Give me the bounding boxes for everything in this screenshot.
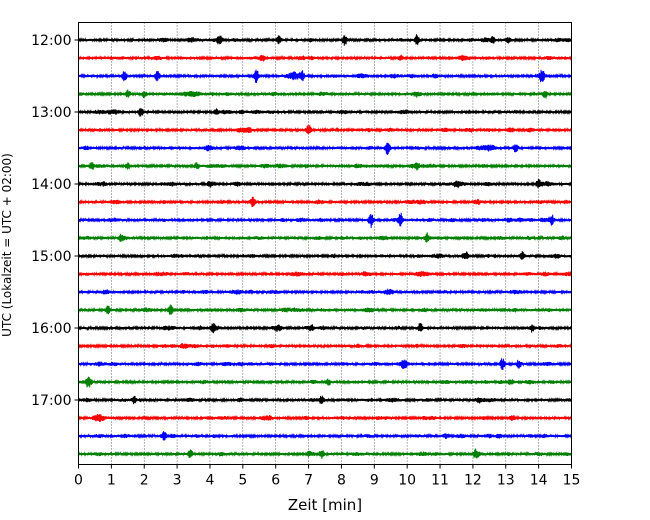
- y-axis-label: UTC (Lokalzeit = UTC + 02:00): [0, 153, 14, 337]
- trace-18: [78, 358, 572, 370]
- x-axis-label: Zeit [min]: [288, 496, 362, 514]
- y-tick-label-3: 15:00: [31, 249, 71, 265]
- x-tick-label-0: 0: [74, 473, 83, 489]
- trace-3: [78, 89, 572, 99]
- x-tick-label-8: 8: [337, 473, 346, 489]
- y-tick-label-2: 14:00: [31, 177, 71, 193]
- trace-14: [78, 288, 572, 296]
- trace-11: [78, 232, 572, 243]
- trace-23: [78, 448, 572, 459]
- trace-22: [78, 431, 572, 441]
- trace-9: [78, 196, 572, 208]
- trace-21: [78, 414, 572, 422]
- trace-16: [78, 322, 572, 334]
- x-tick-label-12: 12: [464, 473, 482, 489]
- trace-10: [78, 212, 572, 228]
- y-tick-label-1: 13:00: [31, 105, 71, 121]
- trace-2: [78, 69, 572, 83]
- x-tick-label-6: 6: [271, 473, 280, 489]
- trace-1: [78, 54, 572, 62]
- x-tick-label-3: 3: [173, 473, 182, 489]
- trace-0: [78, 34, 572, 46]
- y-tick-label-5: 17:00: [31, 393, 71, 409]
- trace-5: [78, 124, 572, 134]
- trace-13: [78, 270, 572, 278]
- y-tick-label-0: 12:00: [31, 33, 71, 49]
- x-tick-label-11: 11: [431, 473, 449, 489]
- plot-frame: [78, 22, 572, 465]
- trace-15: [78, 304, 572, 315]
- x-tick-label-4: 4: [206, 473, 215, 489]
- x-axis: 0 1 2 3 4 5 6 7 8 9 10 11 12 13 14 15: [74, 464, 581, 489]
- y-tick-label-4: 16:00: [31, 321, 71, 337]
- x-tick-label-15: 15: [563, 473, 581, 489]
- x-tick-label-1: 1: [107, 473, 116, 489]
- x-tick-label-7: 7: [304, 473, 313, 489]
- trace-7: [78, 161, 572, 171]
- trace-4: [78, 108, 572, 117]
- x-tick-label-9: 9: [370, 473, 379, 489]
- trace-8: [78, 179, 572, 189]
- x-tick-label-2: 2: [140, 473, 149, 489]
- trace-6: [78, 142, 572, 156]
- x-tick-label-13: 13: [497, 473, 515, 489]
- trace-17: [78, 342, 572, 350]
- trace-19: [78, 376, 572, 388]
- x-tick-label-5: 5: [238, 473, 247, 489]
- trace-20: [78, 395, 572, 405]
- trace-group: [78, 34, 572, 459]
- trace-12: [78, 251, 572, 260]
- y-axis: 12:00 13:00 14:00 15:00 16:00 17:00: [31, 33, 79, 409]
- x-tick-label-14: 14: [530, 473, 548, 489]
- x-tick-label-10: 10: [398, 473, 416, 489]
